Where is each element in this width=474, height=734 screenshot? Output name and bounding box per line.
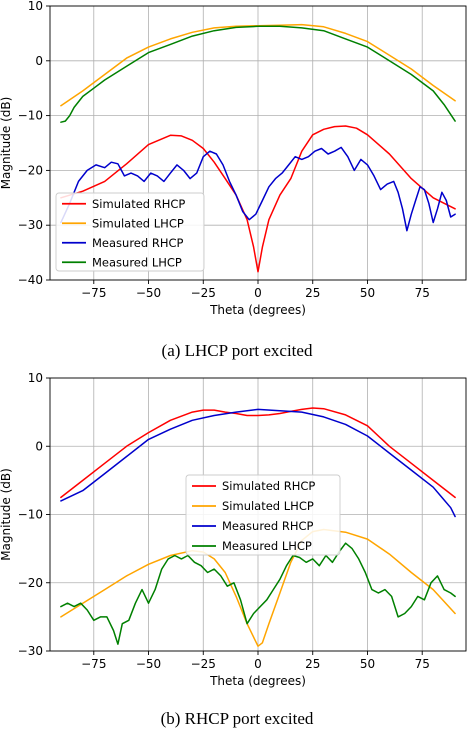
x-tick-label: 75 — [415, 657, 430, 671]
chart-1: −75 −50 −25 0 25 50 75 −40 −30 −20 −10 0 10 Theta (de… — [0, 0, 467, 317]
x-tick-label: −75 — [81, 286, 106, 300]
x-tick-label: 50 — [360, 286, 375, 300]
series-line-measured-lhcp — [60, 25, 456, 123]
y-axis-label: Magnitude (dB) — [0, 97, 13, 190]
legend-label: Simulated RHCP — [222, 479, 315, 493]
legend-label: Simulated RHCP — [92, 197, 185, 211]
y-tick-label: −30 — [18, 218, 43, 232]
legend: Simulated RHCP Simulated LHCP Measured RHC… — [185, 474, 341, 556]
y-tick-label: −40 — [18, 273, 43, 287]
x-axis-label: Theta (degrees) — [209, 674, 306, 688]
series-line-simulated-rhcp — [60, 407, 456, 499]
x-axis-label: Theta (degrees) — [209, 303, 306, 317]
x-tick-label: −50 — [136, 286, 161, 300]
x-tick-label: −50 — [136, 657, 161, 671]
series-line-measured-lhcp — [60, 542, 456, 645]
y-axis-label: Magnitude (dB) — [0, 468, 13, 561]
legend-label: Measured LHCP — [92, 255, 182, 269]
x-tick-label: 0 — [254, 286, 262, 300]
legend-box — [185, 474, 341, 556]
legend-label: Measured RHCP — [92, 236, 183, 250]
x-tick-label: −25 — [191, 657, 216, 671]
y-tick-label: 0 — [35, 54, 43, 68]
x-tick-label: 25 — [305, 657, 320, 671]
chart-2: −75 −50 −25 0 25 50 75 −30 −20 −10 0 10 Theta (degre… — [0, 371, 467, 688]
y-tick-label: 0 — [35, 439, 43, 453]
series-line-simulated-rhcp — [60, 125, 456, 273]
y-tick-label: −10 — [18, 508, 43, 522]
x-tick-label: 25 — [305, 286, 320, 300]
legend-label: Simulated LHCP — [222, 499, 314, 513]
y-tick-label: 10 — [28, 371, 43, 385]
legend-label: Measured LHCP — [222, 539, 312, 553]
x-tick-label: 50 — [360, 657, 375, 671]
x-tick-label: −75 — [81, 657, 106, 671]
caption-b: (b) RHCP port excited — [160, 709, 314, 728]
legend-label: Simulated LHCP — [92, 216, 184, 230]
legend-label: Measured RHCP — [222, 519, 313, 533]
x-tick-label: 75 — [415, 286, 430, 300]
x-tick-label: −25 — [191, 286, 216, 300]
legend-box — [55, 192, 205, 272]
caption-a: (a) LHCP port excited — [161, 341, 313, 360]
legend: Simulated RHCP Simulated LHCP Measured RHC… — [55, 192, 205, 272]
series-line-measured-rhcp — [60, 408, 456, 518]
y-tick-label: −30 — [18, 644, 43, 658]
series-line-measured-rhcp — [60, 146, 456, 232]
series-line-simulated-lhcp — [60, 528, 456, 647]
y-tick-label: −10 — [18, 109, 43, 123]
y-tick-label: −20 — [18, 163, 43, 177]
y-tick-label: −20 — [18, 576, 43, 590]
x-tick-label: 0 — [254, 657, 262, 671]
y-tick-label: 10 — [28, 0, 43, 13]
